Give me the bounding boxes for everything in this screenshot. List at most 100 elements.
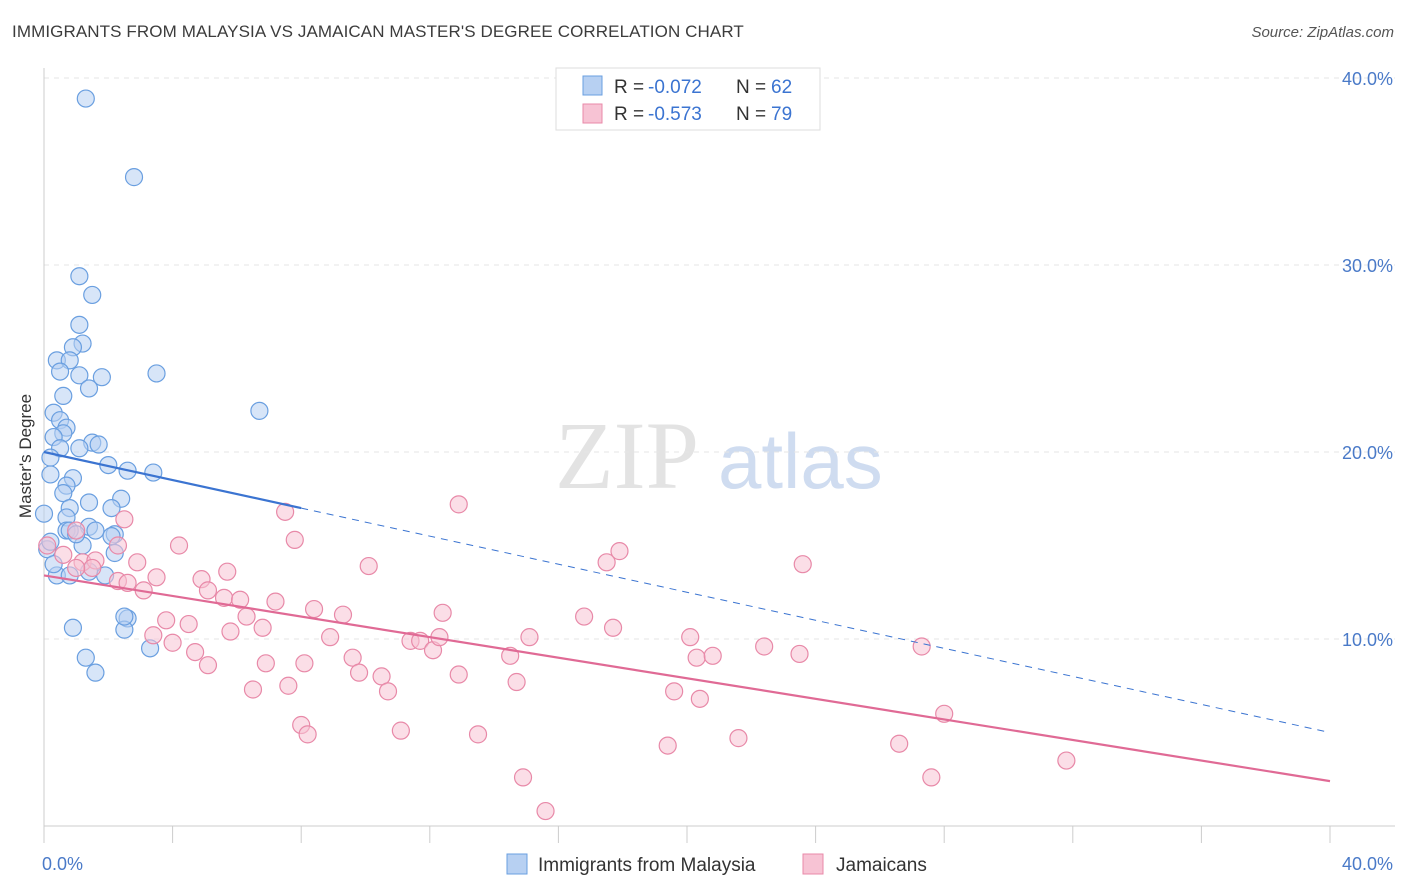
jamaican-point-68 bbox=[912, 637, 931, 656]
jamaican-point-53 bbox=[575, 607, 594, 626]
jamaican-point-1 bbox=[54, 545, 73, 564]
y-tick-label-3: 40.0% bbox=[1342, 69, 1393, 89]
watermark-zip: ZIP bbox=[555, 402, 699, 509]
watermark-atlas: atlas bbox=[718, 417, 883, 505]
jamaican-point-52 bbox=[536, 801, 555, 821]
jamaican-point-63 bbox=[729, 729, 748, 748]
malaysia-point-37 bbox=[34, 504, 54, 523]
jamaican-point-12 bbox=[147, 568, 166, 587]
jamaican-point-74 bbox=[276, 502, 295, 521]
malaysia-point-14 bbox=[54, 386, 73, 405]
chart-title: IMMIGRANTS FROM MALAYSIA VS JAMAICAN MAS… bbox=[12, 22, 744, 41]
jamaican-point-55 bbox=[603, 618, 623, 637]
jamaican-point-5 bbox=[115, 510, 134, 529]
jamaican-point-25 bbox=[333, 605, 353, 624]
axes bbox=[43, 68, 1395, 843]
jamaican-point-9 bbox=[128, 553, 147, 572]
jamaican-point-26 bbox=[144, 626, 163, 645]
malaysia-point-36 bbox=[102, 499, 121, 518]
jamaican-point-29 bbox=[243, 680, 263, 699]
malaysia-point-28 bbox=[144, 463, 163, 482]
malaysia-point-11 bbox=[92, 368, 111, 387]
jamaican-point-43 bbox=[433, 603, 452, 622]
malaysia-point-1 bbox=[124, 168, 144, 187]
tick-labels: 10.0% 20.0% 30.0% 40.0% 0.0% 40.0% bbox=[42, 69, 1393, 874]
jamaican-point-39 bbox=[391, 721, 410, 740]
malaysia-point-0 bbox=[76, 89, 95, 108]
malaysia-point-53 bbox=[76, 648, 95, 667]
malaysia-point-24 bbox=[70, 439, 89, 458]
legend-r-value-1: -0.072 bbox=[648, 77, 702, 98]
jamaican-point-34 bbox=[343, 648, 362, 667]
jamaican-point-69 bbox=[922, 768, 941, 787]
jamaican-point-67 bbox=[890, 734, 909, 753]
jamaican-point-66 bbox=[793, 555, 812, 574]
y-axis-label: Master's Degree bbox=[16, 394, 35, 518]
jamaican-point-38 bbox=[378, 682, 398, 701]
legend-n-value-2: 79 bbox=[771, 104, 792, 125]
jamaican-point-77 bbox=[163, 633, 182, 652]
jamaican-point-13 bbox=[169, 536, 189, 555]
jamaican-point-60 bbox=[687, 648, 706, 667]
jamaican-point-24 bbox=[304, 599, 324, 619]
legend-r-value-2: -0.573 bbox=[648, 104, 702, 125]
x-tick-label-0: 0.0% bbox=[42, 854, 83, 874]
jamaican-point-47 bbox=[449, 495, 468, 514]
trend-lines bbox=[43, 450, 1331, 783]
legend-n-label-2: N = bbox=[736, 104, 766, 125]
jamaican-point-37 bbox=[372, 667, 391, 686]
source-label: Source: ZipAtlas.com bbox=[1251, 24, 1394, 41]
malaysia-point-9 bbox=[50, 362, 70, 381]
malaysia-point-51 bbox=[63, 618, 83, 637]
malaysia-trend-solid bbox=[43, 450, 302, 510]
jamaican-point-7 bbox=[83, 558, 102, 578]
stats-legend: R = -0.072 N = 62 R = -0.573 N = 79 bbox=[555, 67, 821, 131]
jamaican-point-65 bbox=[790, 644, 809, 664]
jamaican-point-49 bbox=[507, 672, 526, 692]
malaysia-point-12 bbox=[147, 364, 166, 383]
x-tick-label-1: 40.0% bbox=[1342, 854, 1393, 874]
jamaican-point-35 bbox=[349, 663, 369, 682]
jamaican-point-23 bbox=[253, 618, 272, 637]
jamaican-point-62 bbox=[703, 646, 722, 665]
malaysia-point-54 bbox=[86, 663, 105, 682]
legend-r-label-1: R = bbox=[614, 77, 644, 98]
jamaican-point-28 bbox=[198, 656, 218, 675]
y-tick-label-0: 10.0% bbox=[1342, 630, 1393, 650]
malaysia-point-10 bbox=[70, 366, 89, 385]
jamaican-point-73 bbox=[298, 725, 317, 744]
malaysia-point-4 bbox=[70, 315, 89, 334]
jamaican-point-27 bbox=[186, 642, 205, 662]
jamaican-point-58 bbox=[665, 682, 684, 701]
grid-lines bbox=[44, 77, 1395, 640]
jamaican-point-30 bbox=[279, 676, 298, 695]
malaysia-point-17 bbox=[250, 401, 269, 420]
bottom-legend-swatch-jamaicans bbox=[802, 853, 824, 875]
jamaican-point-54 bbox=[597, 553, 616, 572]
legend-n-value-1: 62 bbox=[771, 77, 792, 98]
malaysia-point-33 bbox=[79, 493, 99, 512]
legend-swatch-jamaicans bbox=[582, 103, 603, 124]
legend-swatch-malaysia bbox=[582, 75, 603, 96]
malaysia-point-13 bbox=[79, 379, 99, 398]
jamaican-point-15 bbox=[218, 562, 237, 581]
legend-n-label-1: N = bbox=[736, 77, 766, 98]
jamaican-point-2 bbox=[67, 521, 86, 540]
jamaican-point-75 bbox=[285, 530, 304, 549]
jamaican-point-61 bbox=[690, 689, 709, 708]
series-legend: Immigrants from Malaysia Jamaicans bbox=[506, 853, 927, 876]
jamaican-point-22 bbox=[237, 607, 256, 626]
jamaican-point-71 bbox=[1057, 751, 1076, 770]
bottom-legend-malaysia: Immigrants from Malaysia bbox=[538, 855, 756, 876]
bottom-legend-swatch-malaysia bbox=[506, 853, 528, 875]
malaysia-point-32 bbox=[54, 484, 73, 503]
jamaican-point-6 bbox=[108, 536, 128, 555]
malaysia-point-22 bbox=[89, 435, 108, 454]
series-jamaicans-points bbox=[38, 495, 1076, 821]
malaysia-point-29 bbox=[41, 465, 60, 484]
malaysia-point-60 bbox=[115, 607, 134, 626]
bottom-legend-jamaicans: Jamaicans bbox=[836, 855, 927, 876]
jamaican-point-64 bbox=[755, 637, 774, 656]
jamaican-trend bbox=[43, 574, 1331, 783]
